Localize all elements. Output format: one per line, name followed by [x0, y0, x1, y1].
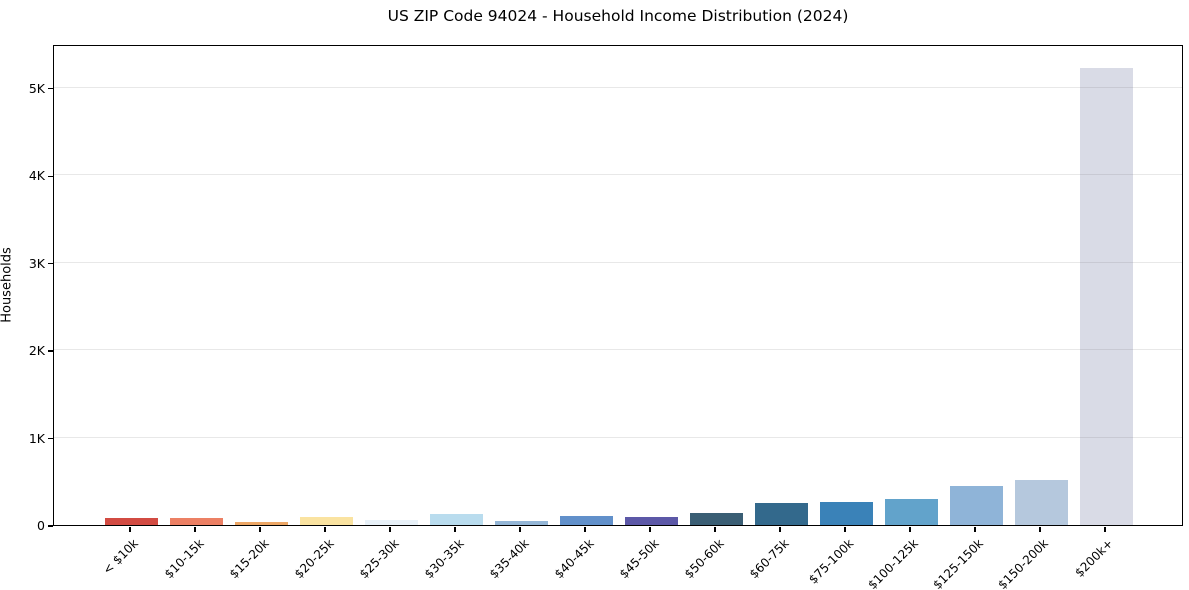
x-tick-label: $15-20k — [226, 536, 272, 582]
bar-45-50k — [624, 517, 678, 525]
y-tick-mark — [48, 263, 53, 265]
y-tick-label: 1K — [28, 430, 45, 446]
bar-25-30k — [364, 520, 418, 525]
x-tick-mark — [454, 527, 456, 532]
gridline-5K — [54, 86, 1182, 88]
bar-125-150k — [949, 485, 1003, 525]
y-tick-label: 0 — [37, 518, 45, 533]
y-tick-mark — [48, 525, 53, 527]
x-tick-label: $60-75k — [746, 536, 792, 582]
x-tick-label: $35-40k — [486, 536, 532, 582]
bar-10-15k — [169, 518, 223, 525]
gridline-4K — [54, 174, 1182, 176]
x-tick-label: $200k+ — [1072, 536, 1117, 580]
chart-title: US ZIP Code 94024 - Household Income Dis… — [387, 7, 849, 25]
x-tick-label: $100-125k — [865, 536, 922, 590]
y-tick-label: 5K — [28, 80, 45, 96]
x-tick-mark — [259, 527, 261, 532]
x-tick-mark — [1039, 527, 1041, 532]
x-tick-mark — [519, 527, 521, 532]
x-tick-mark — [1104, 527, 1106, 532]
bar-75-100k — [819, 501, 873, 525]
bar-10k — [104, 518, 158, 525]
x-tick-mark — [779, 527, 781, 532]
x-tick-label: < $10k — [100, 536, 142, 578]
bar-40-45k — [559, 515, 613, 525]
x-tick-mark — [974, 527, 976, 532]
x-tick-label: $75-100k — [805, 536, 857, 587]
x-tick-label: $50-60k — [681, 536, 727, 582]
bar-200k — [1079, 67, 1133, 525]
x-tick-label: $40-45k — [551, 536, 597, 582]
x-tick-mark — [194, 527, 196, 532]
y-tick-mark — [48, 88, 53, 90]
gridline-3K — [54, 261, 1182, 263]
y-tick-label: 4K — [28, 168, 45, 184]
bar-100-125k — [884, 498, 938, 525]
x-tick-label: $30-35k — [421, 536, 467, 582]
bar-50-60k — [689, 512, 743, 525]
bar-15-20k — [234, 522, 288, 525]
bar-20-25k — [299, 517, 353, 525]
gridline-2K — [54, 349, 1182, 351]
bar-150-200k — [1014, 480, 1068, 525]
y-tick-label: 3K — [28, 255, 45, 271]
bar-35-40k — [494, 521, 548, 525]
x-tick-mark — [844, 527, 846, 532]
x-tick-mark — [324, 527, 326, 532]
y-tick-mark — [48, 437, 53, 440]
x-tick-mark — [129, 527, 131, 532]
gridline-1K — [54, 436, 1182, 438]
y-tick-label: 2K — [28, 343, 45, 359]
x-tick-label: $20-25k — [291, 536, 337, 582]
x-tick-mark — [649, 527, 651, 532]
x-tick-mark — [389, 527, 391, 532]
x-tick-mark — [714, 527, 716, 532]
x-tick-label: $10-15k — [161, 536, 207, 582]
bar-60-75k — [754, 503, 808, 525]
bar-30-35k — [429, 514, 483, 525]
x-tick-label: $125-150k — [930, 536, 987, 590]
x-tick-label: $25-30k — [356, 536, 402, 582]
x-tick-mark — [909, 527, 911, 532]
x-tick-label: $150-200k — [995, 536, 1052, 590]
y-tick-mark — [48, 175, 53, 177]
plot-area — [53, 45, 1183, 526]
y-tick-mark — [48, 350, 53, 352]
x-tick-mark — [584, 527, 586, 532]
x-tick-label: $45-50k — [616, 536, 662, 582]
